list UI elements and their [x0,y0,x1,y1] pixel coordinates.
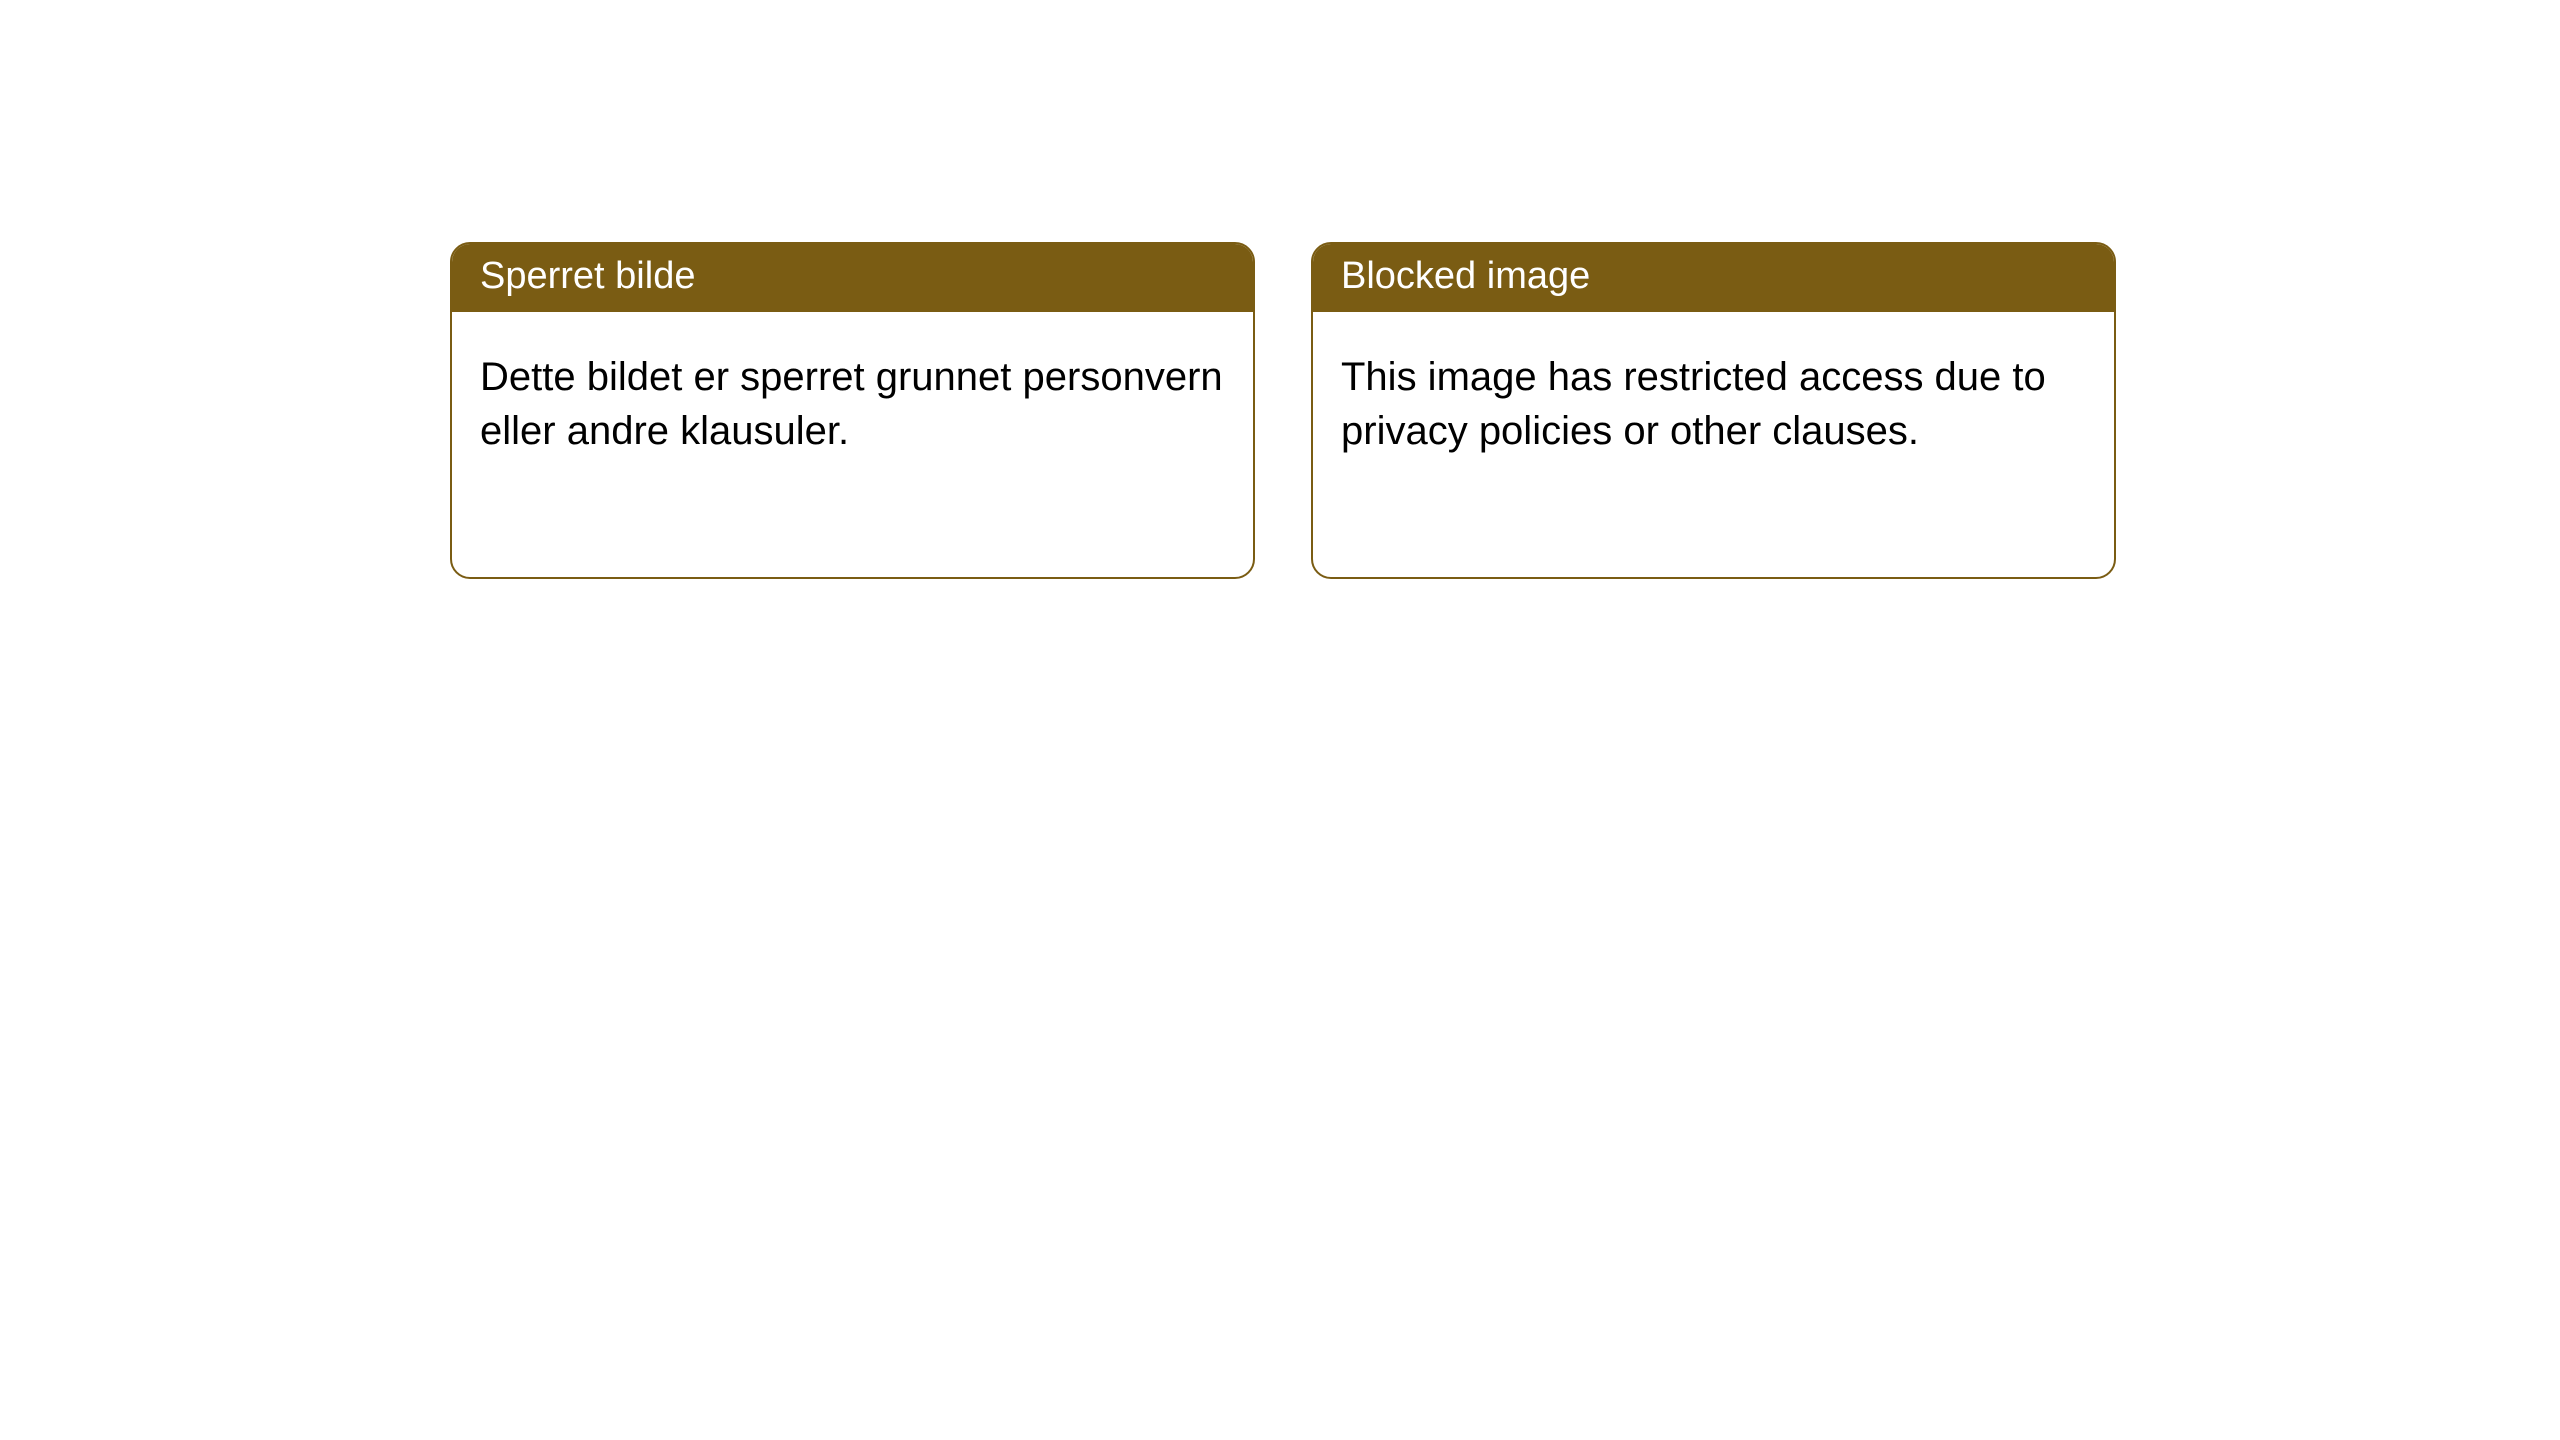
notice-body-text: Dette bildet er sperret grunnet personve… [452,312,1253,486]
notice-title: Blocked image [1313,244,2114,312]
notice-body-text: This image has restricted access due to … [1313,312,2114,486]
notice-container: Sperret bilde Dette bildet er sperret gr… [0,0,2560,579]
notice-card-norwegian: Sperret bilde Dette bildet er sperret gr… [450,242,1255,579]
notice-title: Sperret bilde [452,244,1253,312]
notice-card-english: Blocked image This image has restricted … [1311,242,2116,579]
